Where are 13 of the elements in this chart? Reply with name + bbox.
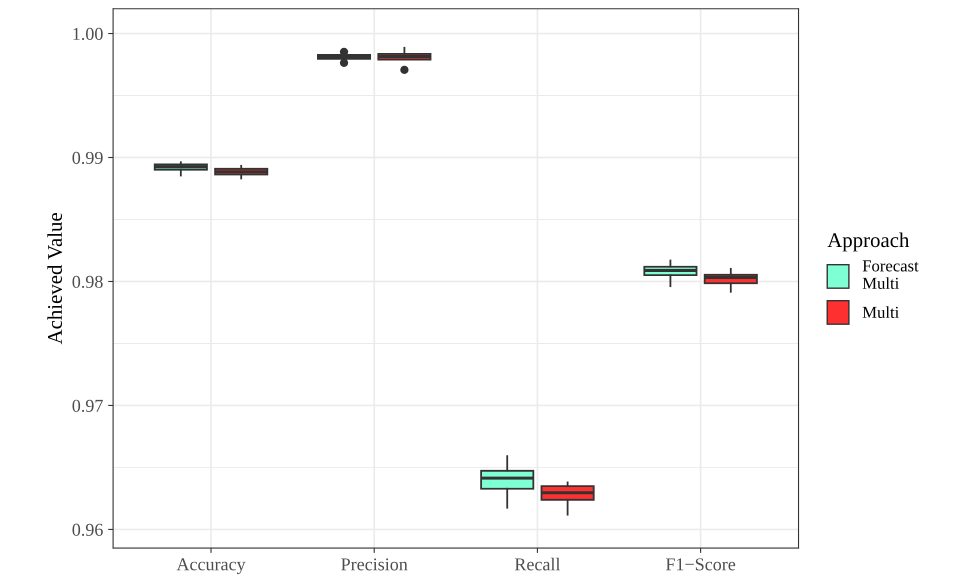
y-tick-label: 0.98 (72, 276, 103, 288)
x-tick-label: F1−Score (666, 558, 736, 570)
y-tick-label: 0.97 (72, 400, 103, 412)
y-tick-label: 1.00 (73, 28, 103, 40)
x-tick-label: Recall (514, 558, 560, 570)
y-tick-label: 0.96 (72, 524, 103, 536)
y-tick-label: 0.99 (72, 152, 103, 164)
legend-title: Approach (827, 232, 910, 252)
x-tick-label: Accuracy (176, 558, 246, 574)
x-tick-label: Precision (341, 558, 408, 570)
y-axis-title: Achieved Value (47, 213, 62, 344)
legend-label: Multi (862, 306, 899, 318)
legend-label: Forecast Multi (862, 260, 919, 289)
